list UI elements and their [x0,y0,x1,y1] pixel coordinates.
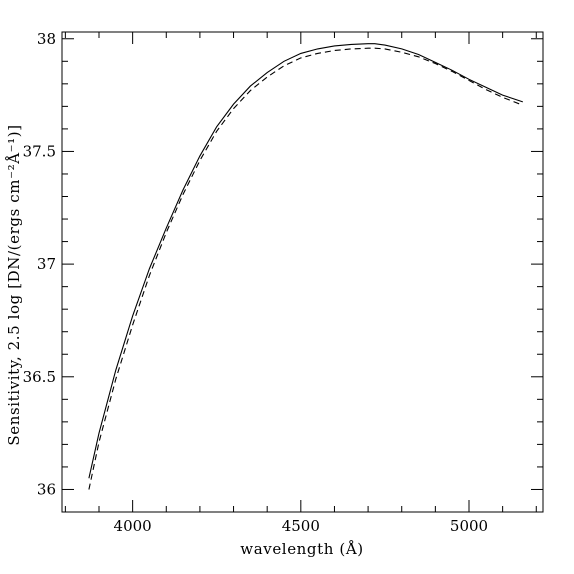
x-tick-label: 4500 [282,517,320,535]
tick-labels: 4000 4500 5000 36 36.5 37 37.5 38 [23,30,489,535]
y-axis-label: Sensitivity, 2.5 log [DN/(ergs cm⁻²Å⁻¹)] [5,124,23,445]
tick-marks [62,32,543,513]
y-tick-label: 36.5 [23,368,56,386]
y-tick-label: 37.5 [23,142,56,160]
x-tick-label: 4000 [114,517,152,535]
x-axis-label: wavelength (Å) [240,540,363,558]
y-tick-label: 37 [37,255,56,273]
x-tick-label: 5000 [450,517,488,535]
series-layer [88,43,524,490]
y-tick-label: 38 [37,30,56,48]
plot-frame [61,31,544,513]
sensitivity-curve-solid [88,43,523,479]
y-tick-label: 36 [37,480,56,498]
sensitivity-curve-dashed [88,47,524,490]
